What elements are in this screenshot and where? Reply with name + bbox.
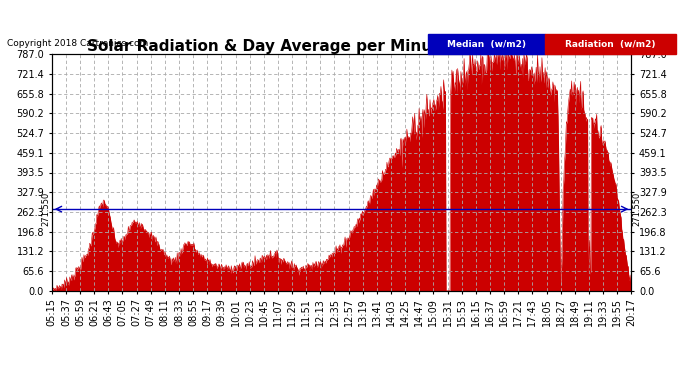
Bar (544, 34, 676, 54)
Text: 271.550: 271.550 (633, 192, 642, 226)
Text: Median  (w/m2): Median (w/m2) (446, 40, 526, 49)
Text: Copyright 2018 Cartronics.com: Copyright 2018 Cartronics.com (7, 39, 148, 48)
Bar (428, 34, 544, 54)
Title: Solar Radiation & Day Average per Minute  Fri Jun 15 20:17: Solar Radiation & Day Average per Minute… (88, 39, 595, 54)
Text: 271.550: 271.550 (41, 192, 50, 226)
Text: Radiation  (w/m2): Radiation (w/m2) (565, 40, 656, 49)
